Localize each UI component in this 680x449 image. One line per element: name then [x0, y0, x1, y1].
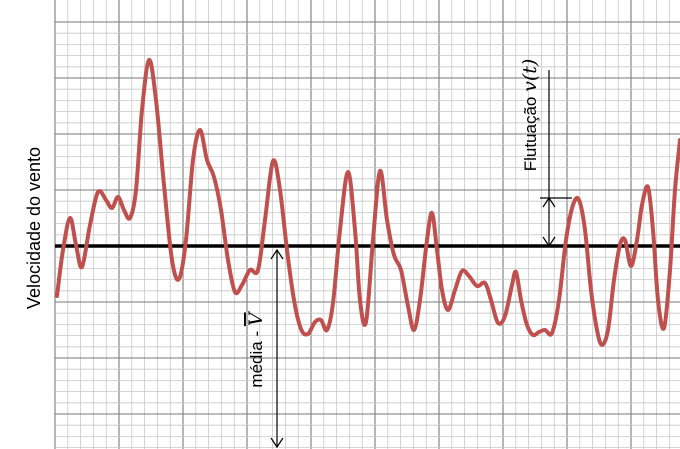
fluctuation-label-text: Flutuação	[521, 92, 540, 171]
fluctuation-symbol: v(t)	[519, 59, 541, 92]
fluctuation-label: Flutuação v(t)	[519, 59, 541, 172]
mean-label: média - V	[245, 310, 267, 387]
mean-symbol: V	[245, 310, 267, 326]
y-axis-label: Velocidade do vento	[24, 147, 44, 309]
wind-speed-signal	[55, 57, 680, 347]
fluctuation-arrow	[540, 70, 572, 248]
mean-arrow	[270, 248, 284, 449]
mean-label-text: média -	[247, 326, 266, 387]
